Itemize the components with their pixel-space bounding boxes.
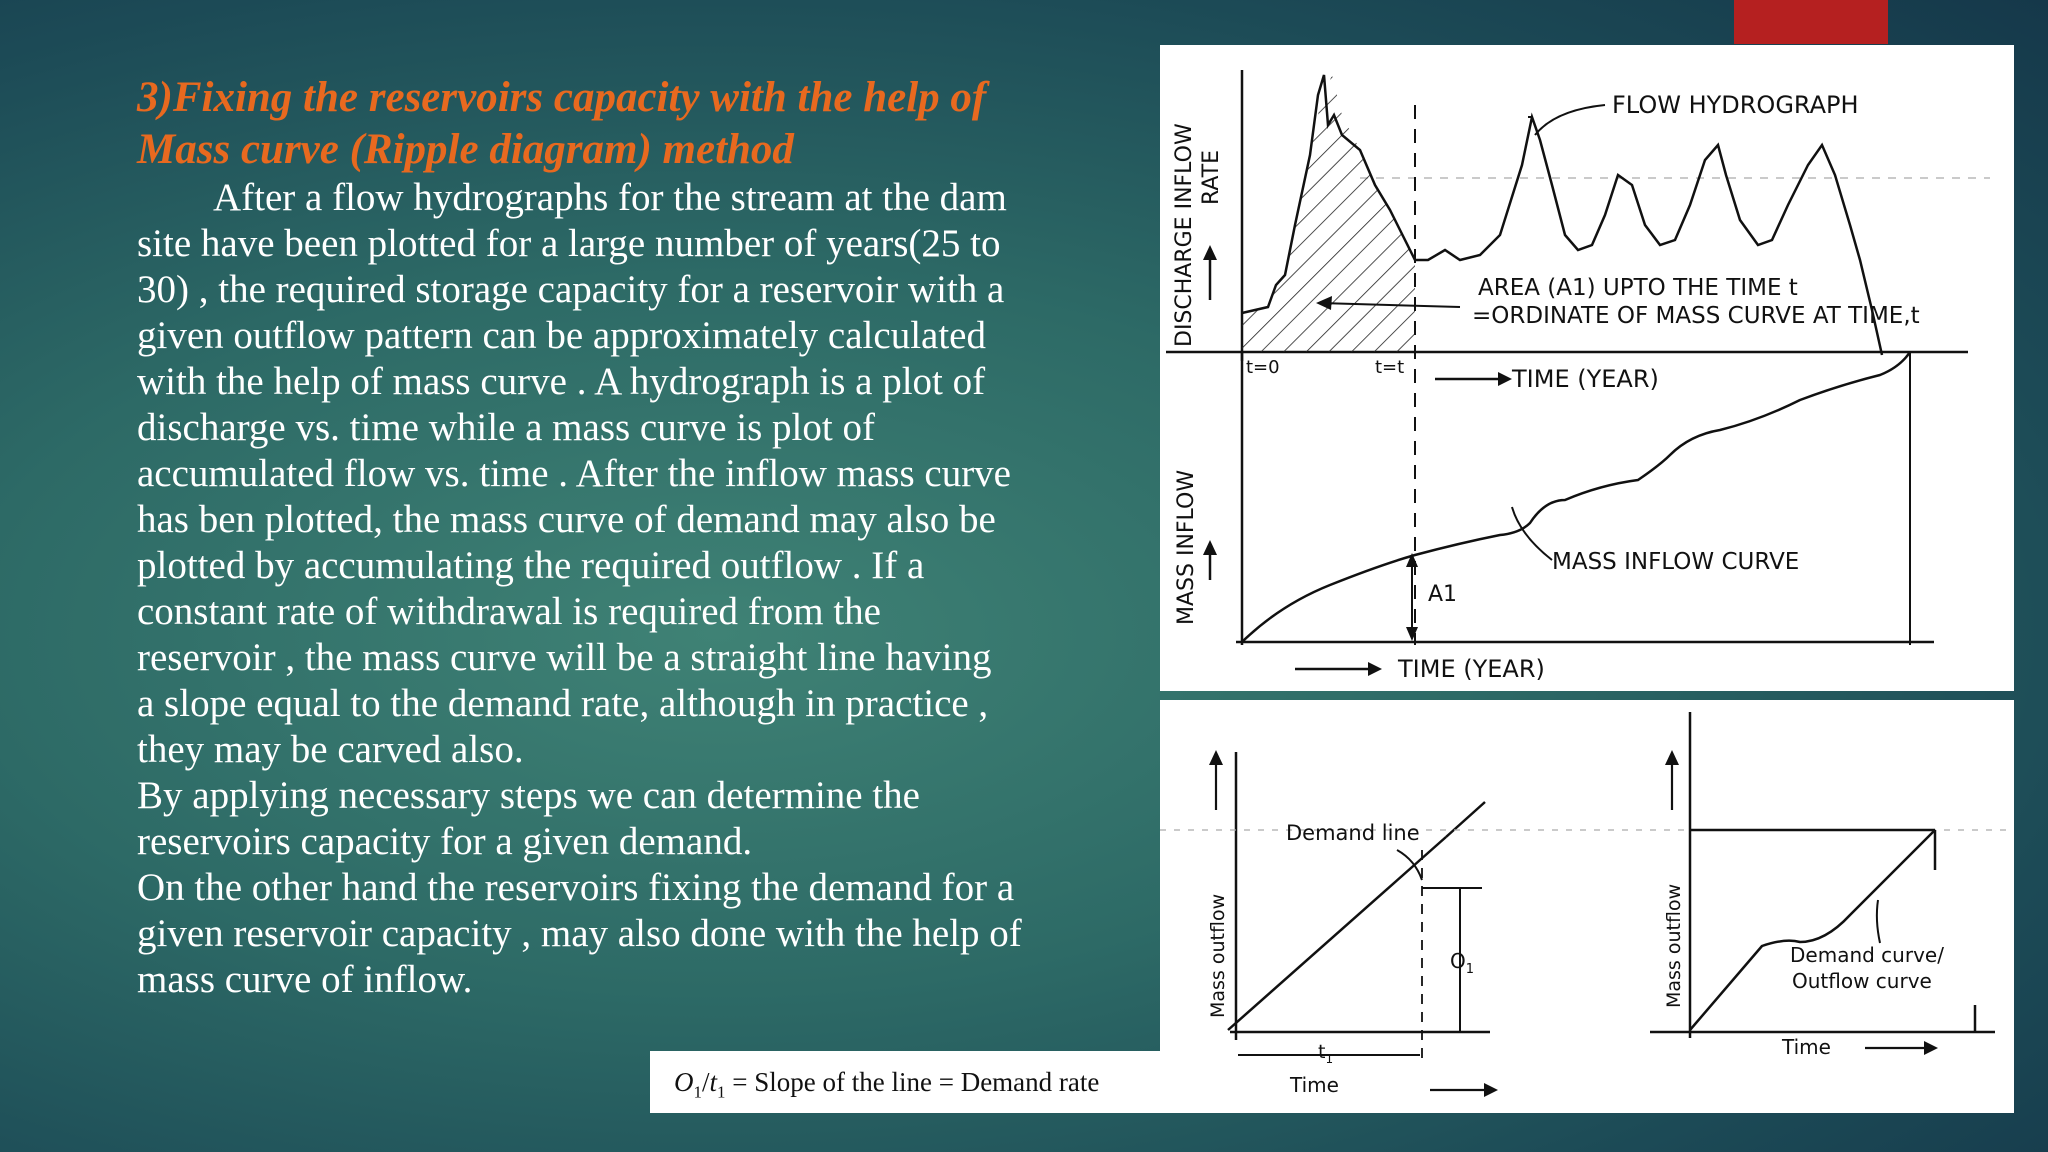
svg-text:t1: t1 (1318, 1041, 1333, 1066)
time-arrowhead-lower (1368, 662, 1382, 676)
body-line: has ben plotted, the mass curve of deman… (137, 498, 996, 541)
label-left-mass-outflow: Mass outflow (1207, 894, 1229, 1018)
body-line: constant rate of withdrawal is required … (137, 590, 881, 633)
hydrograph-pointer (1534, 104, 1606, 136)
formula-slash: / (702, 1067, 710, 1097)
body-line: mass curve of inflow. (137, 958, 473, 1001)
time-arrowhead-left (1484, 1083, 1498, 1097)
label-area-note-1: AREA (A1) UPTO THE TIME t (1478, 275, 1798, 301)
formula-o: O (674, 1067, 694, 1097)
label-tt: t=t (1375, 357, 1404, 378)
label-mass-inflow-curve: MASS INFLOW CURVE (1552, 549, 1799, 575)
label-area-note-2: =ORDINATE OF MASS CURVE AT TIME,t (1472, 303, 1920, 329)
body-line: a slope equal to the demand rate, althou… (137, 682, 989, 725)
left-y-arrowhead (1209, 750, 1223, 765)
time-arrowhead-right (1924, 1041, 1938, 1055)
label-t1-t: t (1318, 1041, 1325, 1063)
y-arrowhead-upper (1203, 245, 1217, 260)
body-line: with the help of mass curve . A hydrogra… (137, 360, 986, 403)
slide-title-line-2: Mass curve (Ripple diagram) method (137, 126, 794, 173)
label-right-mass-outflow: Mass outflow (1663, 884, 1685, 1008)
slide-body: After a flow hydrographs for the stream … (137, 175, 1157, 1003)
formula-t: t (709, 1067, 718, 1097)
label-o1-sub: 1 (1466, 962, 1474, 977)
label-demand-line: Demand line (1286, 821, 1420, 845)
demand-line (1227, 836, 1447, 1031)
demand-outflow-curve (1689, 829, 1936, 1031)
label-t1-sub: 1 (1325, 1052, 1333, 1066)
svg-text:O1: O1 (1450, 949, 1474, 977)
demand-curve-pointer (1875, 899, 1881, 944)
body-line: By applying necessary steps we can deter… (137, 774, 920, 817)
flow-hydrograph-curve (1241, 74, 1884, 356)
body-line: On the other hand the reservoirs fixing … (137, 866, 1015, 909)
label-rate: RATE (1199, 150, 1224, 205)
label-flow-hydrograph: FLOW HYDROGRAPH (1612, 91, 1859, 119)
label-demand-curve-2: Outflow curve (1792, 969, 1932, 993)
body-line: site have been plotted for a large numbe… (137, 222, 1001, 265)
y-arrowhead-lower (1203, 540, 1217, 555)
mass-inflow-pointer (1511, 506, 1553, 561)
body-line: accumulated flow vs. time . After the in… (137, 452, 1011, 495)
label-discharge-inflow: DISCHARGE INFLOW (1172, 123, 1197, 347)
label-demand-curve-1: Demand curve/ (1790, 943, 1944, 967)
a1-arrowhead-bottom (1406, 627, 1418, 641)
label-t0: t=0 (1246, 357, 1280, 378)
label-time-right: Time (1781, 1035, 1831, 1059)
right-y-arrowhead (1665, 750, 1679, 765)
body-line: plotted by accumulating the required out… (137, 544, 925, 587)
formula-rest: = Slope of the line = Demand rate (725, 1067, 1100, 1097)
body-line: After a flow hydrographs for the stream … (213, 176, 1007, 219)
area-pointer-arrowhead (1316, 296, 1332, 310)
body-line: they may be carved also. (137, 728, 524, 771)
accent-bar (1734, 0, 1888, 44)
a1-arrowhead-top (1406, 553, 1418, 567)
body-line: reservoirs capacity for a given demand. (137, 820, 753, 863)
formula-t-sub: 1 (717, 1082, 726, 1102)
hydrograph-mass-curve-figure: FLOW HYDROGRAPH AREA (A1) UPTO THE TIME … (1160, 45, 2014, 691)
label-o1-o: O (1450, 949, 1466, 973)
label-mass-inflow: MASS INFLOW (1174, 470, 1199, 625)
slide-title: 3)Fixing the reservoirs capacity with th… (137, 72, 1137, 176)
slide-title-line-1: 3)Fixing the reservoirs capacity with th… (137, 74, 987, 121)
body-line: given outflow pattern can be approximate… (137, 314, 986, 357)
body-line: discharge vs. time while a mass curve is… (137, 406, 875, 449)
body-line: 30) , the required storage capacity for … (137, 268, 1005, 311)
body-line: reservoir , the mass curve will be a str… (137, 636, 992, 679)
time-arrowhead-upper (1498, 372, 1512, 386)
label-time-year-lower: TIME (YEAR) (1397, 655, 1545, 683)
label-time-year-upper: TIME (YEAR) (1511, 365, 1659, 393)
formula-caption: O1/t1 = Slope of the line = Demand rate (650, 1051, 1160, 1113)
demand-line-pointer (1396, 849, 1423, 881)
demand-curves-figure: O1 Demand line Mass outflow t1 Time Dema… (1160, 700, 2014, 1113)
label-time-left: Time (1289, 1073, 1339, 1097)
formula-o-sub: 1 (693, 1082, 703, 1102)
body-line: given reservoir capacity , may also done… (137, 912, 1022, 955)
hatched-area-a1 (1242, 75, 1415, 352)
area-pointer-line (1319, 302, 1461, 308)
label-a1: A1 (1428, 582, 1457, 607)
mass-inflow-curve (1241, 351, 1912, 643)
